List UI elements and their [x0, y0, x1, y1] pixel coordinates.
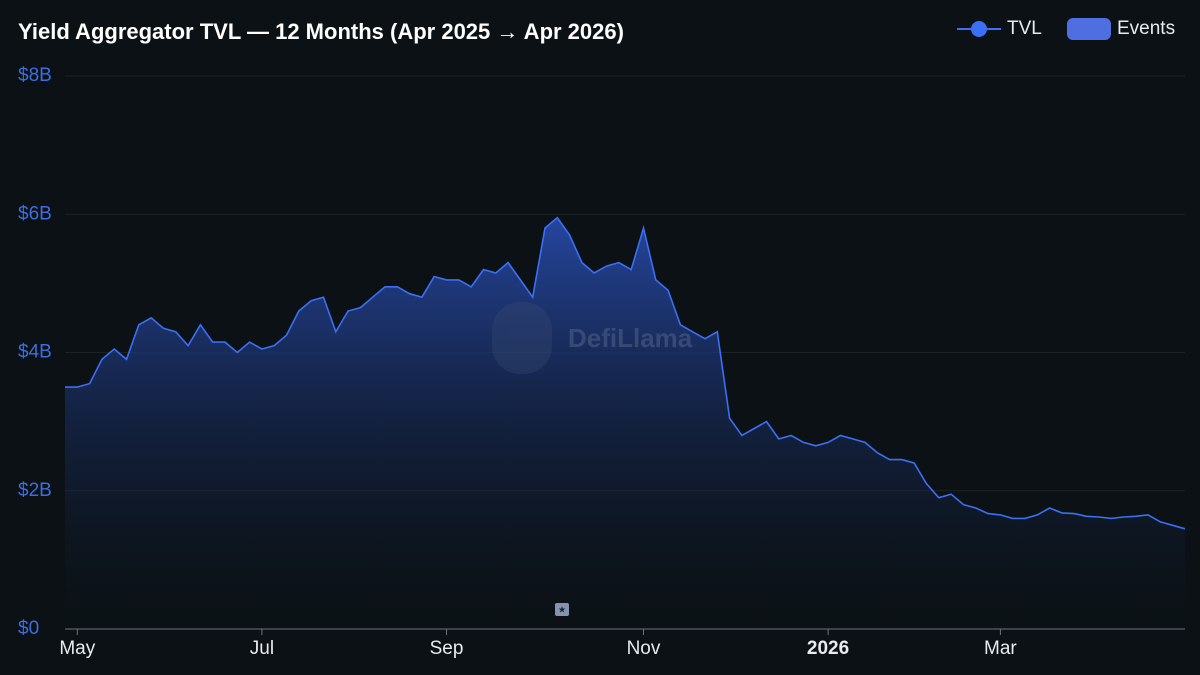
- y-tick-label: $2B: [18, 480, 52, 501]
- area: [65, 217, 1185, 629]
- legend-swatch: [1067, 18, 1111, 40]
- line: [65, 216, 1186, 530]
- legend-marker: [971, 21, 987, 37]
- watermark-logo: [492, 302, 552, 374]
- y-tick-label: $0: [18, 618, 39, 639]
- y-tick-label: $4B: [18, 342, 52, 363]
- x-tick-label: Mar: [984, 638, 1017, 659]
- x-tick-label: Jul: [250, 638, 274, 659]
- event-star: ★: [558, 604, 566, 614]
- event-marker: ★: [555, 603, 569, 616]
- event-icon: [555, 603, 569, 616]
- legend-label: TVL: [1007, 18, 1042, 39]
- legend-label: Events: [1117, 18, 1175, 39]
- y-tick-label: $6B: [18, 203, 52, 224]
- x-tick-label: May: [59, 638, 95, 659]
- x-tick-label: Sep: [430, 638, 464, 659]
- x-tick-label: Nov: [627, 638, 661, 659]
- watermark-text: DefiLlama: [568, 323, 693, 353]
- y-tick-label: $8B: [18, 65, 52, 86]
- watermark: DefiLlama: [492, 302, 693, 374]
- chart-title: Yield Aggregator TVL — 12 Months (Apr 20…: [18, 19, 624, 44]
- x-tick-label: 2026: [807, 638, 849, 659]
